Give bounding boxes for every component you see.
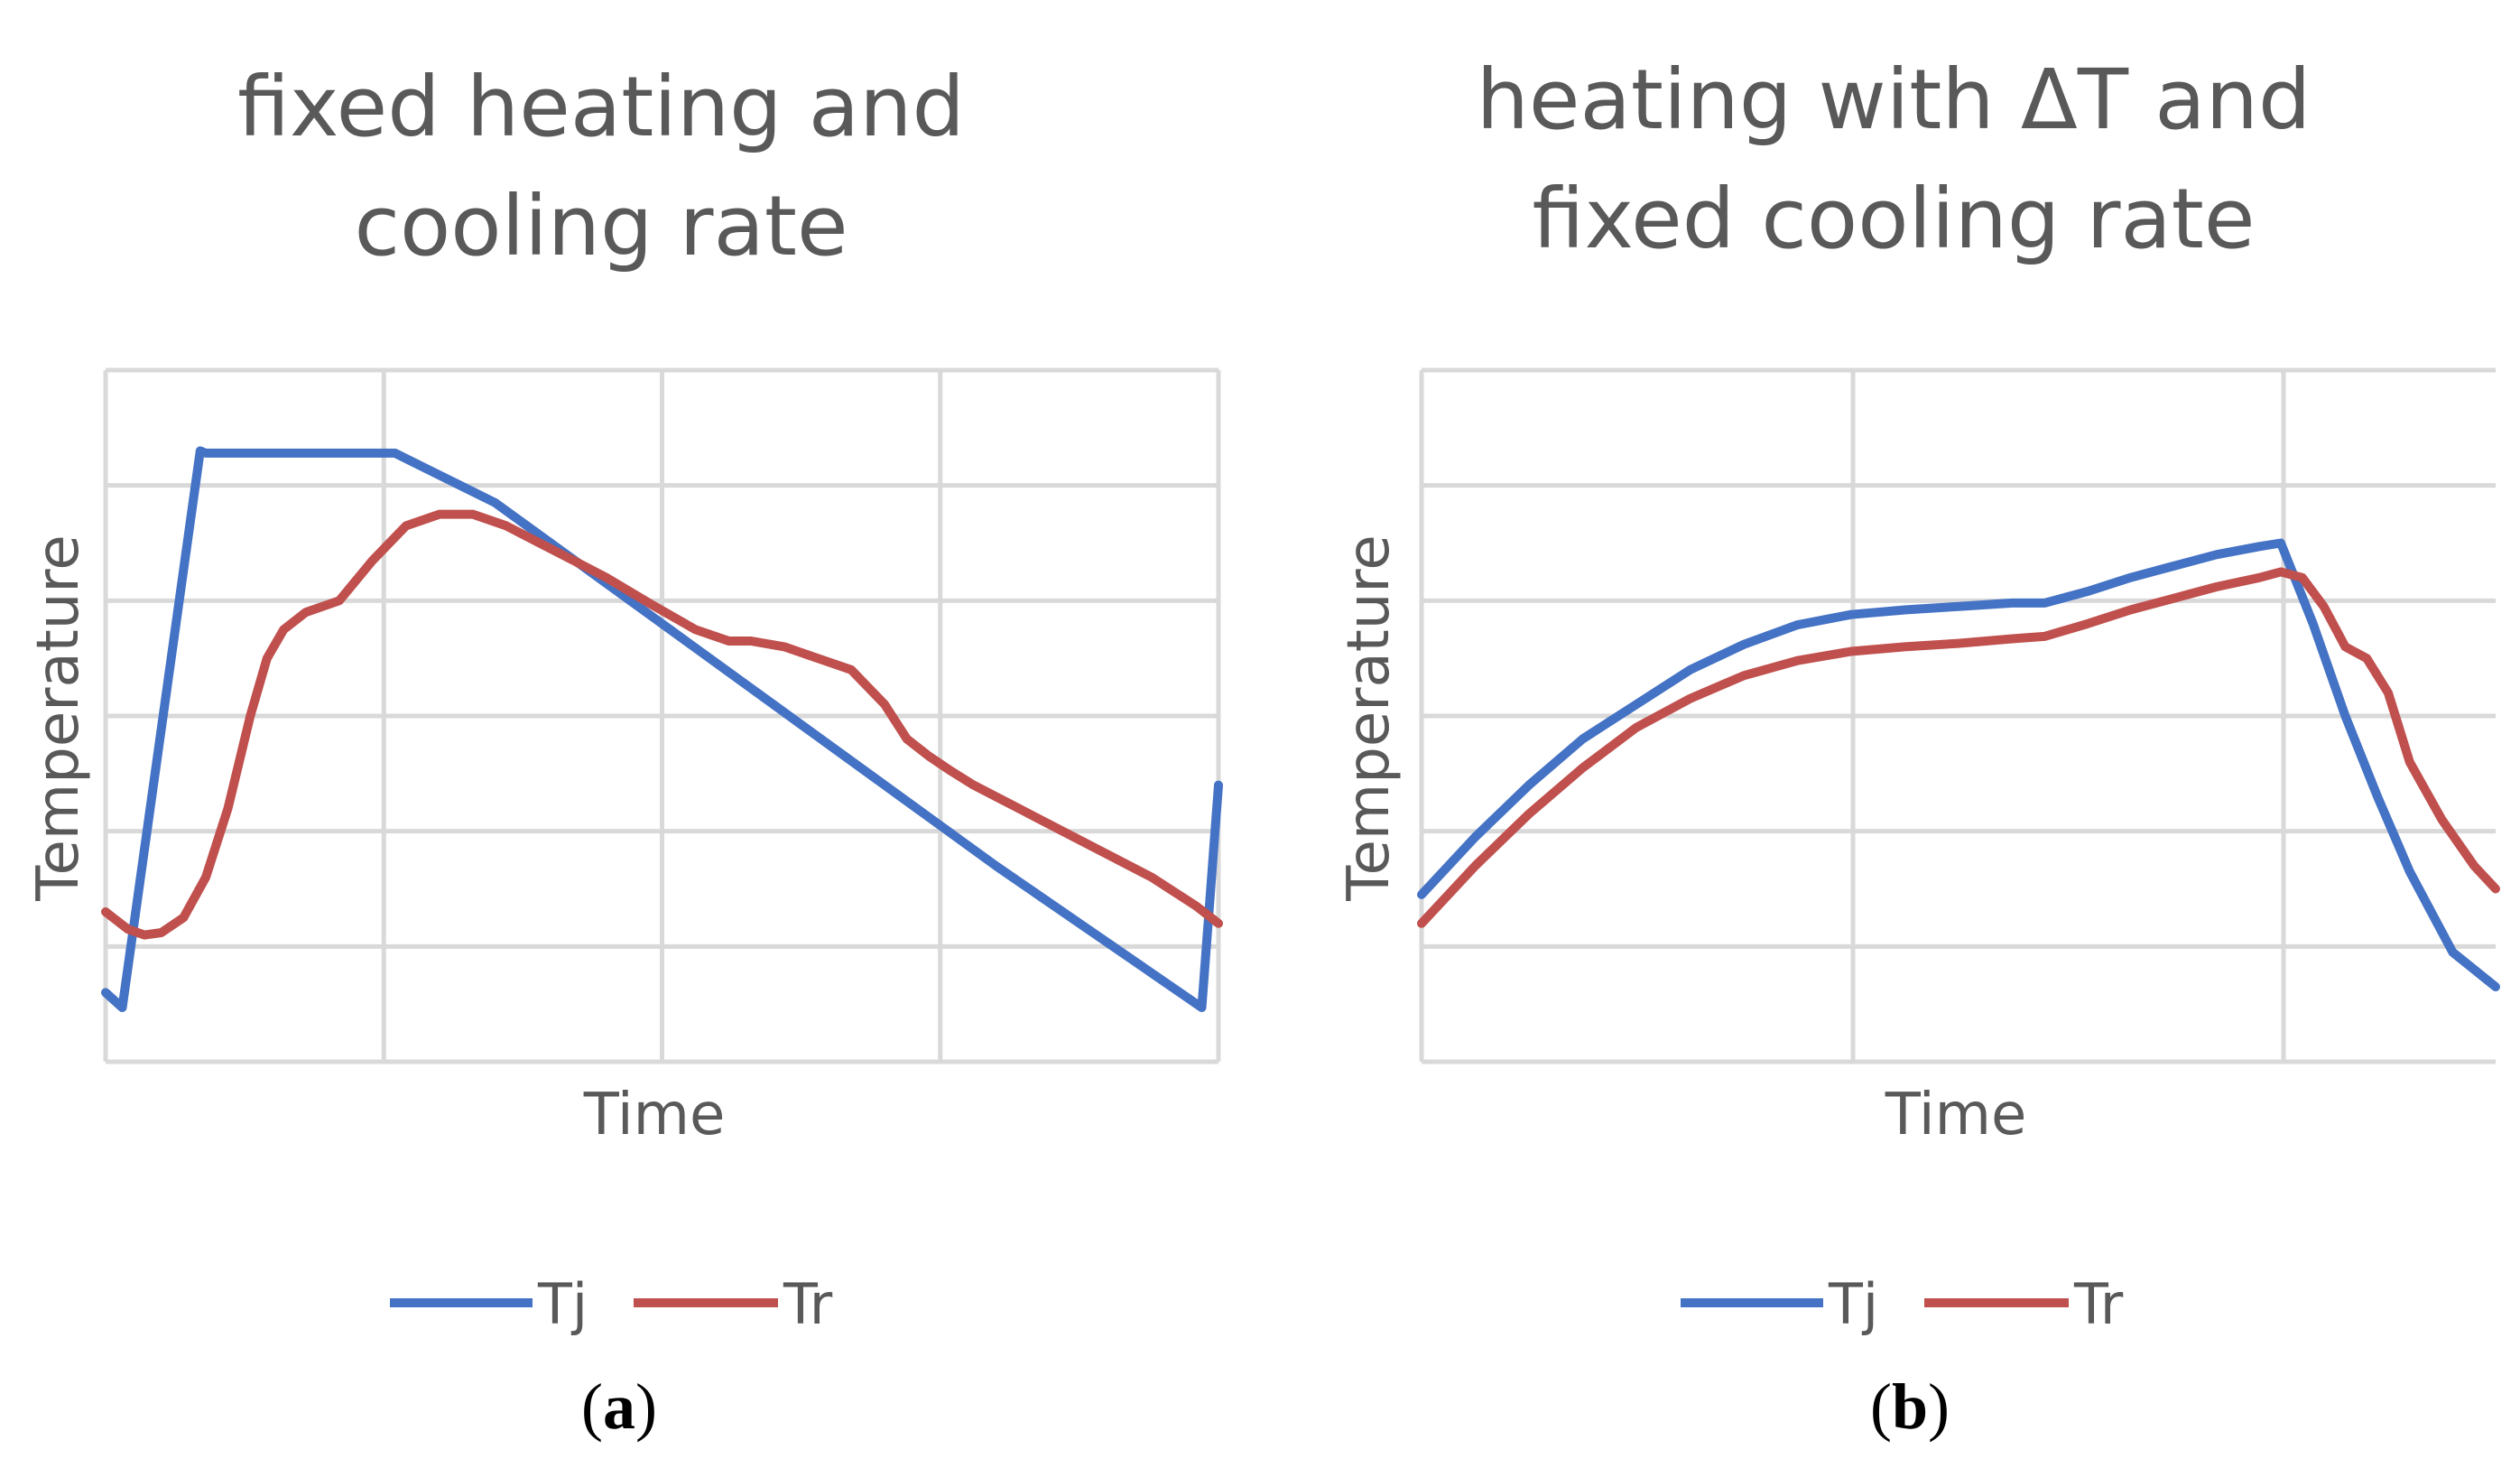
chart-b-series	[1417, 538, 2500, 991]
panel-b-caption-letter: b	[1892, 1371, 1928, 1443]
panel-a-caption: (a)	[581, 1371, 657, 1443]
chart-a-legend-label-tj: Tj	[537, 1271, 588, 1337]
chart-a-y-axis-label: Temperature	[25, 534, 92, 901]
chart-a-series	[101, 446, 1223, 1012]
chart-a-title-line-2: cooling rate	[354, 178, 848, 274]
chart-a-x-axis-label: Time	[583, 1082, 726, 1148]
chart-b-legend-label-tj: Tj	[1828, 1271, 1878, 1337]
chart-panel-a: fixed heating and cooling rate Time Temp…	[25, 59, 1223, 1443]
series-line-tj	[101, 446, 1223, 1012]
chart-b-x-axis-label: Time	[1885, 1082, 2027, 1148]
series-line-tr	[1417, 567, 2500, 928]
chart-b-gridlines	[1419, 367, 2496, 1064]
chart-b-legend-label-tr: Tr	[2073, 1271, 2124, 1337]
series-line-tr	[101, 509, 1223, 940]
chart-b-title-line-1: heating with ΔT and	[1477, 51, 2312, 148]
series-line-tj	[1417, 538, 2500, 991]
panel-b-caption: (b)	[1870, 1371, 1950, 1443]
chart-b-y-axis-label: Temperature	[1336, 534, 1403, 901]
chart-a-title-line-1: fixed heating and	[237, 59, 965, 155]
panel-a-caption-letter: a	[603, 1371, 635, 1443]
chart-panel-b: heating with ΔT and fixed cooling rate T…	[1336, 51, 2500, 1443]
chart-b-legend: Tj Tr	[1681, 1271, 2124, 1337]
chart-a-legend-label-tr: Tr	[783, 1271, 833, 1337]
chart-a-gridlines	[103, 367, 1221, 1064]
chart-b-title-line-2: fixed cooling rate	[1533, 171, 2256, 267]
chart-a-legend: Tj Tr	[390, 1271, 833, 1337]
